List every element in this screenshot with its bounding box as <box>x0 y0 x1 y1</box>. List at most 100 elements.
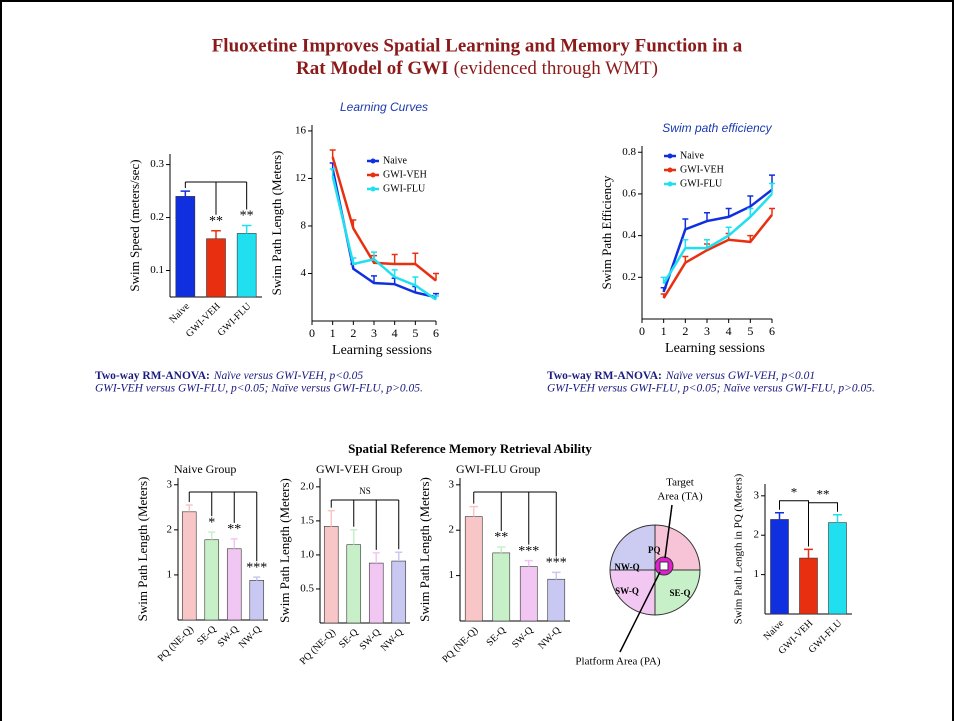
x-tick-label: 3 <box>704 324 710 338</box>
significance: *** <box>546 556 567 571</box>
y-tick-label: 0.2 <box>622 271 636 283</box>
category-label: PQ (NE-Q) <box>298 627 338 667</box>
bar <box>548 579 565 621</box>
category-label: NW-Q <box>536 624 563 651</box>
error-bar <box>775 513 784 520</box>
y-tick-label: 0.2 <box>150 211 164 223</box>
error-bar <box>392 254 398 264</box>
error-bar <box>186 505 193 512</box>
error-bar <box>412 253 418 264</box>
error-bar <box>350 530 357 545</box>
x-tick-label: 4 <box>726 324 732 338</box>
chart-title: Swim path efficiency <box>662 121 772 135</box>
y-tick-label: 1 <box>167 568 173 580</box>
x-axis-label: Learning sessions <box>332 343 432 358</box>
bar <box>829 523 847 614</box>
target-label: Target <box>666 477 694 489</box>
legend-marker <box>371 173 376 178</box>
x-tick-label: 1 <box>661 324 667 338</box>
note-label: Two-way RM-ANOVA: <box>95 370 210 382</box>
legend-label: GWI-VEH <box>383 169 427 180</box>
category-label: SE-Q <box>484 624 508 648</box>
category-label: NW-Q <box>237 623 264 650</box>
error-bar <box>242 226 252 234</box>
category-label: Naive <box>762 618 787 643</box>
y-tick-label: 2 <box>449 524 455 536</box>
x-tick-label: 2 <box>682 324 688 338</box>
error-bar <box>552 572 561 579</box>
error-bar <box>253 577 260 580</box>
legend-label: GWI-FLU <box>680 178 723 189</box>
legend-marker <box>668 182 673 187</box>
note-text: Naïve versus GWI-VEH, p<0.01 <box>665 370 815 382</box>
x-tick-label: 0 <box>309 326 315 340</box>
legend-marker <box>371 187 376 192</box>
category-label: SE-Q <box>195 623 219 647</box>
y-tick-label: 1.0 <box>300 548 314 560</box>
category-label: GWI-FLU <box>216 300 254 338</box>
platform <box>660 562 668 570</box>
x-axis-label: Learning sessions <box>665 341 765 356</box>
bar <box>206 239 225 297</box>
significance: *** <box>518 544 539 559</box>
slide: Fluoxetine Improves Spatial Learning and… <box>0 0 954 721</box>
legend-label: Naive <box>680 150 704 161</box>
error-bar <box>208 532 215 540</box>
stats-note: Two-way RM-ANOVA:Naïve versus GWI-VEH, p… <box>95 370 363 382</box>
y-tick-label: 0.1 <box>150 264 164 276</box>
y-axis-label: Swim Path Length in PQ (Meters) <box>733 473 745 624</box>
title-line: Rat Model of GWI(evidenced through WMT) <box>296 58 658 79</box>
x-tick-label: 6 <box>433 326 439 340</box>
target-label: Area (TA) <box>657 491 703 503</box>
category-label: PQ (NE-Q) <box>156 624 196 664</box>
quadrant-label: NW-Q <box>614 562 639 572</box>
significance: ** <box>209 214 223 229</box>
y-tick-label: 3 <box>754 489 760 501</box>
x-tick-label: 2 <box>350 326 356 340</box>
title-bold: Rat Model of GWI <box>296 58 449 79</box>
legend-marker <box>371 159 376 164</box>
title-line: Fluoxetine Improves Spatial Learning and… <box>212 35 743 56</box>
error-bar <box>682 240 688 248</box>
bar <box>182 512 196 620</box>
note-text: Naïve versus GWI-VEH, p<0.05 <box>213 370 363 382</box>
legend-label: GWI-FLU <box>383 183 426 194</box>
significance: ** <box>817 487 830 502</box>
bar <box>493 553 510 621</box>
x-tick-label: 6 <box>769 324 775 338</box>
legend-label: GWI-VEH <box>680 164 724 175</box>
quadrant-label: SW-Q <box>615 586 639 596</box>
y-tick-label: 12 <box>295 172 306 184</box>
chart-title: GWI-VEH Group <box>316 462 402 476</box>
bar <box>465 517 482 621</box>
quadrant-label: SE-Q <box>669 588 690 598</box>
significance: * <box>208 515 215 530</box>
error-bar <box>497 547 506 553</box>
category-label: SW-Q <box>510 624 536 650</box>
platform-label: Platform Area (PA) <box>575 656 660 668</box>
legend-label: Naive <box>383 155 407 166</box>
y-tick-label: 1 <box>754 568 760 580</box>
bar <box>176 196 195 297</box>
bar <box>347 545 361 623</box>
chart-title: Learning Curves <box>340 100 428 114</box>
error-bar <box>804 549 813 558</box>
bar <box>227 549 241 620</box>
significance: ** <box>494 530 508 545</box>
error-bar <box>833 515 842 523</box>
y-tick-label: 0.6 <box>622 187 636 199</box>
y-tick-label: 1 <box>449 569 455 581</box>
y-tick-label: 3 <box>167 478 173 490</box>
bar <box>369 563 383 623</box>
error-bar <box>330 150 336 157</box>
y-tick-label: 0.8 <box>622 146 636 158</box>
category-label: NW-Q <box>379 626 406 653</box>
bar <box>392 561 406 623</box>
category-label: Naive <box>167 301 192 326</box>
error-bar <box>769 209 775 215</box>
y-tick-label: 2 <box>167 523 173 535</box>
bar <box>520 567 537 621</box>
y-tick-label: 0.4 <box>622 229 636 241</box>
error-bar <box>469 507 478 517</box>
y-tick-label: 0.3 <box>150 158 164 170</box>
